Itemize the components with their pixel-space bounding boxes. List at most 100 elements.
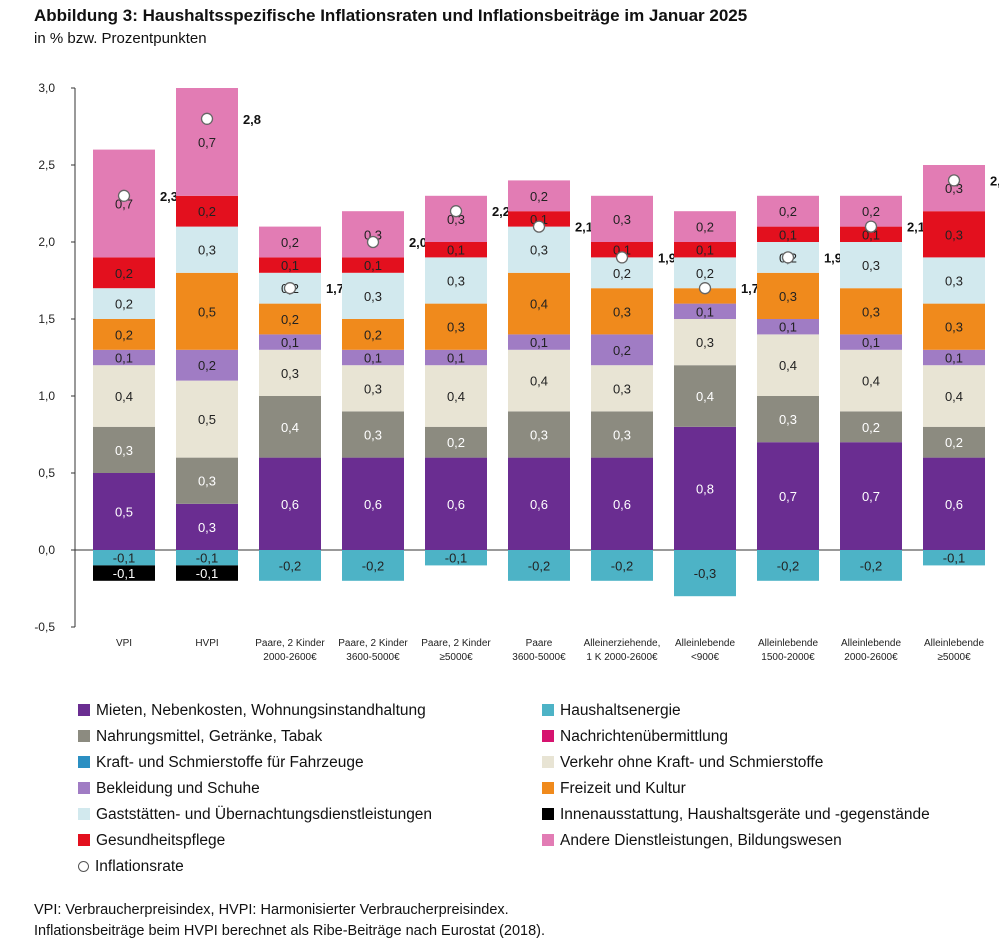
segment-value-label: 0,1 [862, 335, 880, 350]
bar-segment [508, 411, 570, 458]
bar-segment [342, 349, 404, 366]
segment-value-label: 0,2 [530, 189, 548, 204]
bar-segment [425, 242, 487, 258]
bar-segment [923, 257, 985, 304]
bar-segment [259, 457, 321, 550]
segment-value-label: 0,3 [198, 520, 216, 535]
segment-value-label: 0,2 [115, 266, 133, 281]
bar-segment [176, 272, 238, 350]
legend-item: Kraft- und Schmierstoffe für Fahrzeuge [78, 754, 364, 772]
segment-value-label: 0,3 [198, 474, 216, 489]
segment-value-label: 0,1 [862, 227, 880, 242]
footnote-abbreviations: VPI: Verbraucherpreisindex, HVPI: Harmon… [34, 902, 509, 918]
bar-segment [259, 257, 321, 273]
segment-value-label: 0,2 [696, 220, 714, 235]
bar-segment [591, 411, 653, 458]
x-category-label: ≥5000€ [937, 652, 971, 663]
legend-label: Bekleidung und Schuhe [96, 780, 260, 797]
chart-title: Abbildung 3: Haushaltsspezifische Inflat… [34, 6, 748, 25]
bar-segment [342, 550, 404, 581]
segment-value-label: 0,3 [945, 227, 963, 242]
bar-segment [923, 211, 985, 258]
bar-segment [176, 457, 238, 504]
segment-value-label: -0,2 [860, 558, 882, 573]
segment-value-label: 0,2 [945, 435, 963, 450]
segment-value-label: 0,3 [364, 381, 382, 396]
segment-value-label: 0,1 [115, 351, 133, 366]
segment-value-label: 0,3 [945, 181, 963, 196]
segment-value-label: 0,4 [696, 389, 714, 404]
bar-segment [923, 365, 985, 427]
x-category-label: 2000-2600€ [844, 652, 898, 663]
segment-value-label: 0,1 [281, 335, 299, 350]
bar-segment [674, 319, 736, 366]
segment-value-label: 0,1 [696, 243, 714, 258]
bar-segment [757, 226, 819, 242]
bar-segment [923, 426, 985, 458]
bar-segment [176, 503, 238, 550]
legend-label: Nachrichtenübermittlung [560, 728, 729, 745]
bar-segment [757, 195, 819, 227]
inflation-rate-marker [864, 220, 878, 233]
legend-swatch [78, 730, 90, 742]
bar-segment [93, 257, 155, 289]
bar-segment [840, 242, 902, 289]
y-tick-label: 2,5 [38, 158, 55, 172]
bar-segment [342, 365, 404, 412]
legend-item: Gaststätten- und Übernachtungsdienstleis… [78, 806, 432, 824]
legend-label: Inflationsrate [95, 858, 184, 875]
segment-value-label: 0,3 [530, 428, 548, 443]
segment-value-label: 0,7 [779, 489, 797, 504]
bar-segment [923, 303, 985, 350]
segment-value-label: 0,3 [696, 335, 714, 350]
segment-value-label: 0,2 [613, 343, 631, 358]
legend-swatch [542, 834, 554, 846]
legend-swatch [542, 808, 554, 820]
segment-value-label: 0,1 [364, 351, 382, 366]
legend-swatch [542, 730, 554, 742]
y-tick-label: 2,0 [38, 235, 55, 249]
segment-value-label: 0,3 [613, 381, 631, 396]
bar-segment [591, 334, 653, 366]
bar-segment [425, 349, 487, 366]
segment-value-label: 0,3 [447, 320, 465, 335]
x-category-label: Alleinlebende [924, 638, 984, 649]
segment-value-label: 0,6 [945, 497, 963, 512]
segment-value-label: 0,2 [696, 266, 714, 281]
bar-segment [425, 550, 487, 566]
segment-value-label: 0,3 [198, 243, 216, 258]
segment-value-label: 0,1 [696, 304, 714, 319]
segment-value-label: 0,2 [281, 312, 299, 327]
legend-item: Nachrichtenübermittlung [542, 728, 728, 746]
x-category-label: Alleinlebende [758, 638, 818, 649]
inflation-rate-label: 2,1 [575, 220, 593, 235]
inflation-rate-marker-icon [78, 861, 89, 872]
segment-value-label: 0,1 [447, 243, 465, 258]
bar-segment [342, 211, 404, 258]
legend-label: Gaststätten- und Übernachtungsdienstleis… [96, 806, 433, 823]
legend-swatch [78, 782, 90, 794]
legend-swatch [78, 756, 90, 768]
segment-value-label: 0,1 [779, 227, 797, 242]
inflation-rate-label: 2,1 [907, 220, 925, 235]
chart-subtitle: in % bzw. Prozentpunkten [34, 30, 207, 47]
x-category-label: Paare [526, 638, 553, 649]
inflation-rate-marker [698, 282, 712, 295]
legend-item: Bekleidung und Schuhe [78, 780, 260, 798]
bar-segment [923, 349, 985, 366]
segment-value-label: 0,2 [447, 435, 465, 450]
legend-label: Kraft- und Schmierstoffe für Fahrzeuge [96, 754, 364, 771]
inflation-rate-label: 2,0 [409, 235, 427, 250]
segment-value-label: 0,7 [862, 489, 880, 504]
segment-value-label: -0,1 [196, 566, 218, 581]
bar-segment [508, 226, 570, 273]
segment-value-label: 0,4 [115, 389, 133, 404]
bar-segment [674, 550, 736, 597]
x-category-label: Paare, 2 Kinder [255, 638, 325, 649]
segment-value-label: 0,5 [198, 412, 216, 427]
inflation-rate-marker [283, 282, 297, 295]
segment-value-label: 0,2 [198, 204, 216, 219]
x-category-label: 1 K 2000-2600€ [586, 652, 658, 663]
bar-segment [674, 242, 736, 258]
x-category-label: 1500-2000€ [761, 652, 815, 663]
